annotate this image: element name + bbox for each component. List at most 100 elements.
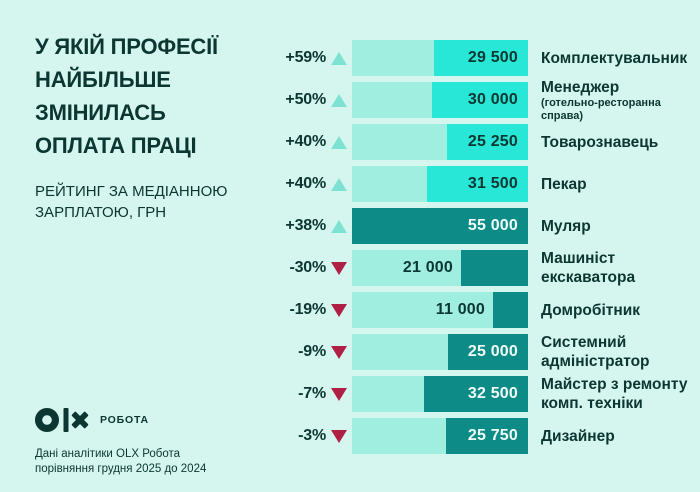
footer-line-2: порівняння грудня 2025 до 2024 (35, 463, 207, 475)
profession-name: Товарознавець (541, 133, 659, 151)
percent-change-label: +40% (285, 133, 326, 150)
salary-bar-segment (434, 40, 528, 76)
chart-row: -3% 25 750 Дизайнер (270, 418, 700, 454)
profession-name: Системний адміністратор (541, 334, 650, 370)
trend-icon-box (326, 261, 352, 275)
profession-name: Пекар (541, 175, 587, 193)
arrow-down-icon (331, 387, 347, 401)
salary-value-label: 31 500 (467, 175, 518, 192)
chart-rows: +59% 29 500 Комплектувальник +50% 30 000… (270, 40, 700, 460)
arrow-down-icon (331, 303, 347, 317)
profession-name: Комплектувальник (541, 49, 688, 67)
arrow-up-icon (331, 51, 347, 65)
chart-row: +59% 29 500 Комплектувальник (270, 40, 700, 76)
percent-change-label: -7% (298, 385, 326, 402)
trend-icon-box (326, 345, 352, 359)
title-line-3: ЗМІНИЛАСЬ (35, 100, 166, 125)
logo-suffix-label: РОБОТА (100, 414, 149, 426)
profession-name: Машиніст екскаватора (541, 250, 636, 286)
chart-row: +40% 25 250 Товарознавець (270, 124, 700, 160)
salary-bar-track: 29 500 (352, 40, 528, 76)
profession-name: Домробітник (541, 301, 641, 319)
olx-robota-logo: РОБОТА (35, 407, 149, 433)
profession-name: Дизайнер (541, 427, 615, 445)
chart-row: -30% 21 000 Машиніст екскаватора (270, 250, 700, 286)
profession-label: Домробітник (541, 301, 700, 320)
profession-name: Майстер з ремонту комп. техніки (541, 376, 688, 412)
salary-value-label: 29 500 (467, 49, 518, 66)
percent-change-label: +40% (285, 175, 326, 192)
salary-value-label: 25 250 (467, 133, 518, 150)
percent-change-label: +50% (285, 91, 326, 108)
salary-bar-track: 30 000 (352, 82, 528, 118)
chart-row: -9% 25 000 Системний адміністратор (270, 334, 700, 370)
salary-value-label: 55 000 (467, 217, 518, 234)
percent-change-label: +59% (285, 49, 326, 66)
salary-bar-segment (446, 418, 528, 454)
profession-label: Машиніст екскаватора (541, 249, 700, 287)
title-line-1: У ЯКІЙ ПРОФЕСІЇ (35, 34, 218, 59)
salary-value-label: 32 500 (467, 385, 518, 402)
trend-icon-box (326, 219, 352, 233)
profession-label: Муляр (541, 217, 700, 236)
profession-sublabel: (готельно-ресторанна справа) (541, 96, 661, 122)
percent-change-label: -30% (289, 259, 326, 276)
chart-row: +40% 31 500 Пекар (270, 166, 700, 202)
olx-logo-icon (35, 408, 89, 432)
percent-change-label: -3% (298, 427, 326, 444)
salary-bar-track: 25 750 (352, 418, 528, 454)
arrow-up-icon (331, 135, 347, 149)
salary-bar-track: 21 000 (352, 250, 528, 286)
salary-bar-segment (432, 82, 528, 118)
trend-icon-box (326, 177, 352, 191)
salary-bar-segment (461, 250, 528, 286)
salary-bar-track: 11 000 (352, 292, 528, 328)
profession-label: Пекар (541, 175, 700, 194)
data-source-note: Дані аналітики OLX Робота порівняння гру… (35, 447, 206, 477)
chart-row: -19% 11 000 Домробітник (270, 292, 700, 328)
profession-label: Товарознавець (541, 133, 700, 152)
profession-name: Менеджер (541, 78, 620, 96)
title-line-2: НАЙБІЛЬШЕ (35, 67, 171, 92)
trend-icon-box (326, 387, 352, 401)
trend-icon-box (326, 51, 352, 65)
chart-row: -7% 32 500 Майстер з ремонту комп. техні… (270, 376, 700, 412)
salary-bar-segment (447, 124, 528, 160)
left-column: У ЯКІЙ ПРОФЕСІЇ НАЙБІЛЬШЕ ЗМІНИЛАСЬ ОПЛА… (35, 0, 265, 492)
salary-bar-segment (448, 334, 528, 370)
chart-subtitle: РЕЙТИНГ ЗА МЕДІАННОЮ ЗАРПЛАТОЮ, ГРН (35, 183, 228, 221)
arrow-up-icon (331, 177, 347, 191)
salary-bar-segment (424, 376, 528, 412)
trend-icon-box (326, 135, 352, 149)
profession-label: Комплектувальник (541, 49, 700, 68)
salary-bar-track: 25 000 (352, 334, 528, 370)
profession-label: Менеджер (готельно-ресторанна справа) (541, 78, 700, 123)
salary-value-label: 30 000 (467, 91, 518, 108)
salary-bar-segment (427, 166, 528, 202)
trend-icon-box (326, 429, 352, 443)
arrow-down-icon (331, 345, 347, 359)
salary-value-label: 11 000 (435, 301, 485, 318)
salary-value-label: 25 000 (467, 343, 518, 360)
arrow-up-icon (331, 93, 347, 107)
chart-row: +38% 55 000 Муляр (270, 208, 700, 244)
salary-bar-track: 55 000 (352, 208, 528, 244)
salary-value-label: 25 750 (467, 427, 518, 444)
profession-label: Дизайнер (541, 427, 700, 446)
salary-bar-track: 32 500 (352, 376, 528, 412)
percent-change-label: +38% (285, 217, 326, 234)
trend-icon-box (326, 303, 352, 317)
salary-bar-track: 31 500 (352, 166, 528, 202)
page-title: У ЯКІЙ ПРОФЕСІЇ НАЙБІЛЬШЕ ЗМІНИЛАСЬ ОПЛА… (35, 30, 218, 162)
arrow-down-icon (331, 429, 347, 443)
footer-line-1: Дані аналітики OLX Робота (35, 448, 181, 460)
arrow-down-icon (331, 261, 347, 275)
chart-row: +50% 30 000 Менеджер (готельно-ресторанн… (270, 79, 700, 122)
profession-label: Системний адміністратор (541, 333, 700, 371)
arrow-up-icon (331, 219, 347, 233)
percent-change-label: -19% (289, 301, 326, 318)
salary-bar-segment (493, 292, 528, 328)
title-line-4: ОПЛАТА ПРАЦІ (35, 133, 197, 158)
profession-name: Муляр (541, 217, 591, 235)
